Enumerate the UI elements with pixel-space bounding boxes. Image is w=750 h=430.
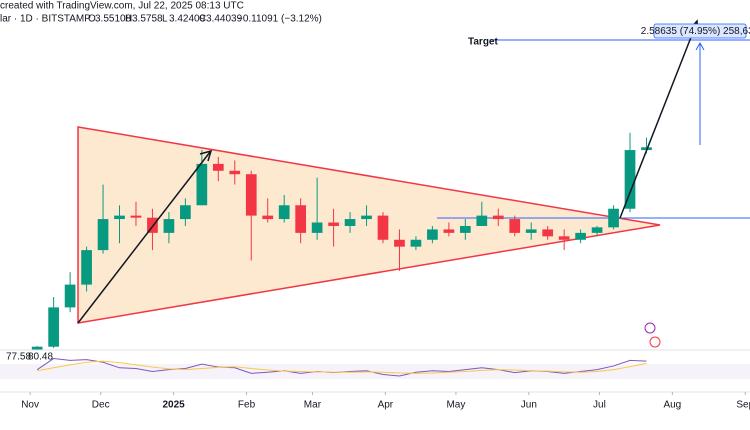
rsi-band: [0, 364, 750, 379]
candle-body: [48, 307, 59, 347]
candle-body: [31, 346, 43, 351]
candle-body: [130, 215, 142, 218]
candle-body: [542, 229, 554, 237]
candle-body: [64, 284, 76, 308]
ohlc-key: C: [199, 14, 206, 25]
candle-body: [344, 219, 356, 226]
candle-body: [459, 225, 471, 233]
trend-arrow-head: [199, 149, 213, 162]
candle-body: [443, 229, 455, 233]
event-icon: [644, 322, 656, 334]
candle-body: [229, 170, 241, 175]
target-label: Target: [468, 37, 498, 48]
rsi-readout: 80.48: [28, 352, 53, 363]
x-tick-label: Mar: [304, 400, 322, 411]
ohlc-value: 3.44039: [206, 14, 243, 25]
x-tick-label: Jun: [521, 400, 537, 411]
ohlc-key: H: [125, 14, 132, 25]
triangle-pattern: [77, 126, 661, 324]
candle-body: [147, 217, 158, 233]
measure-box: [653, 23, 747, 39]
candle-body: [624, 150, 636, 209]
x-tick-label: Aug: [663, 400, 681, 411]
ohlc-key: L: [162, 14, 168, 25]
candle-body: [212, 163, 224, 171]
candle-body: [328, 222, 339, 226]
ohlc-value: 3.55108: [95, 14, 132, 25]
projection-arrow: [619, 21, 698, 219]
candle-body: [311, 222, 323, 233]
candles: [31, 132, 652, 351]
candle-body: [558, 236, 570, 240]
ohlc-value: 3.42409: [169, 14, 206, 25]
candle-body: [81, 250, 92, 285]
trend-arrow: [77, 151, 211, 324]
x-tick-label: 2025: [162, 400, 185, 411]
candle-body: [278, 205, 290, 220]
candle-body: [180, 205, 191, 220]
x-axis: Nov Dec 2025 Feb Mar Apr May Jun Jul Aug Sep: [21, 392, 750, 411]
candle-body: [427, 229, 438, 240]
rsi-line: [37, 360, 647, 374]
candle-body: [492, 215, 504, 220]
candle-body: [608, 208, 619, 228]
change: −0.11091 (−3.12%): [237, 14, 322, 25]
candle-body: [114, 215, 125, 220]
x-tick-label: Dec: [92, 400, 110, 411]
x-tick-label: May: [446, 400, 465, 411]
measure-arrow-head: [695, 41, 705, 51]
candle-body: [509, 219, 521, 233]
candle-body: [476, 215, 488, 226]
credit: created with TradingView.com, Jul 22, 20…: [0, 1, 244, 12]
candle-body: [262, 215, 274, 220]
measure-label: 2.58635 (74.95%) 258,635: [641, 26, 750, 37]
x-tick-label: Jul: [593, 400, 606, 411]
candle-body: [295, 205, 307, 233]
symbol: lar · 1D · BITSTAMP: [0, 14, 91, 25]
candle-body: [377, 215, 389, 240]
x-tick-label: Feb: [238, 400, 256, 411]
x-tick-label: Apr: [378, 400, 394, 411]
event-icon: [649, 336, 661, 348]
candle-body: [361, 215, 372, 220]
candle-body: [394, 239, 405, 247]
candle-body: [575, 232, 586, 240]
ohlc-key: O: [88, 14, 96, 25]
candle-body: [97, 219, 109, 251]
candle-body: [196, 163, 208, 206]
ohlc-value: 3.5758: [132, 14, 163, 25]
candle-body: [591, 227, 603, 233]
rsi-readout: 77.58: [6, 352, 31, 363]
candle-body: [245, 174, 257, 216]
x-tick-label: Sep: [736, 400, 750, 411]
candle-body: [410, 239, 422, 247]
x-tick-label: Nov: [21, 400, 39, 411]
candle-body: [163, 219, 175, 233]
candle-body: [525, 229, 537, 233]
